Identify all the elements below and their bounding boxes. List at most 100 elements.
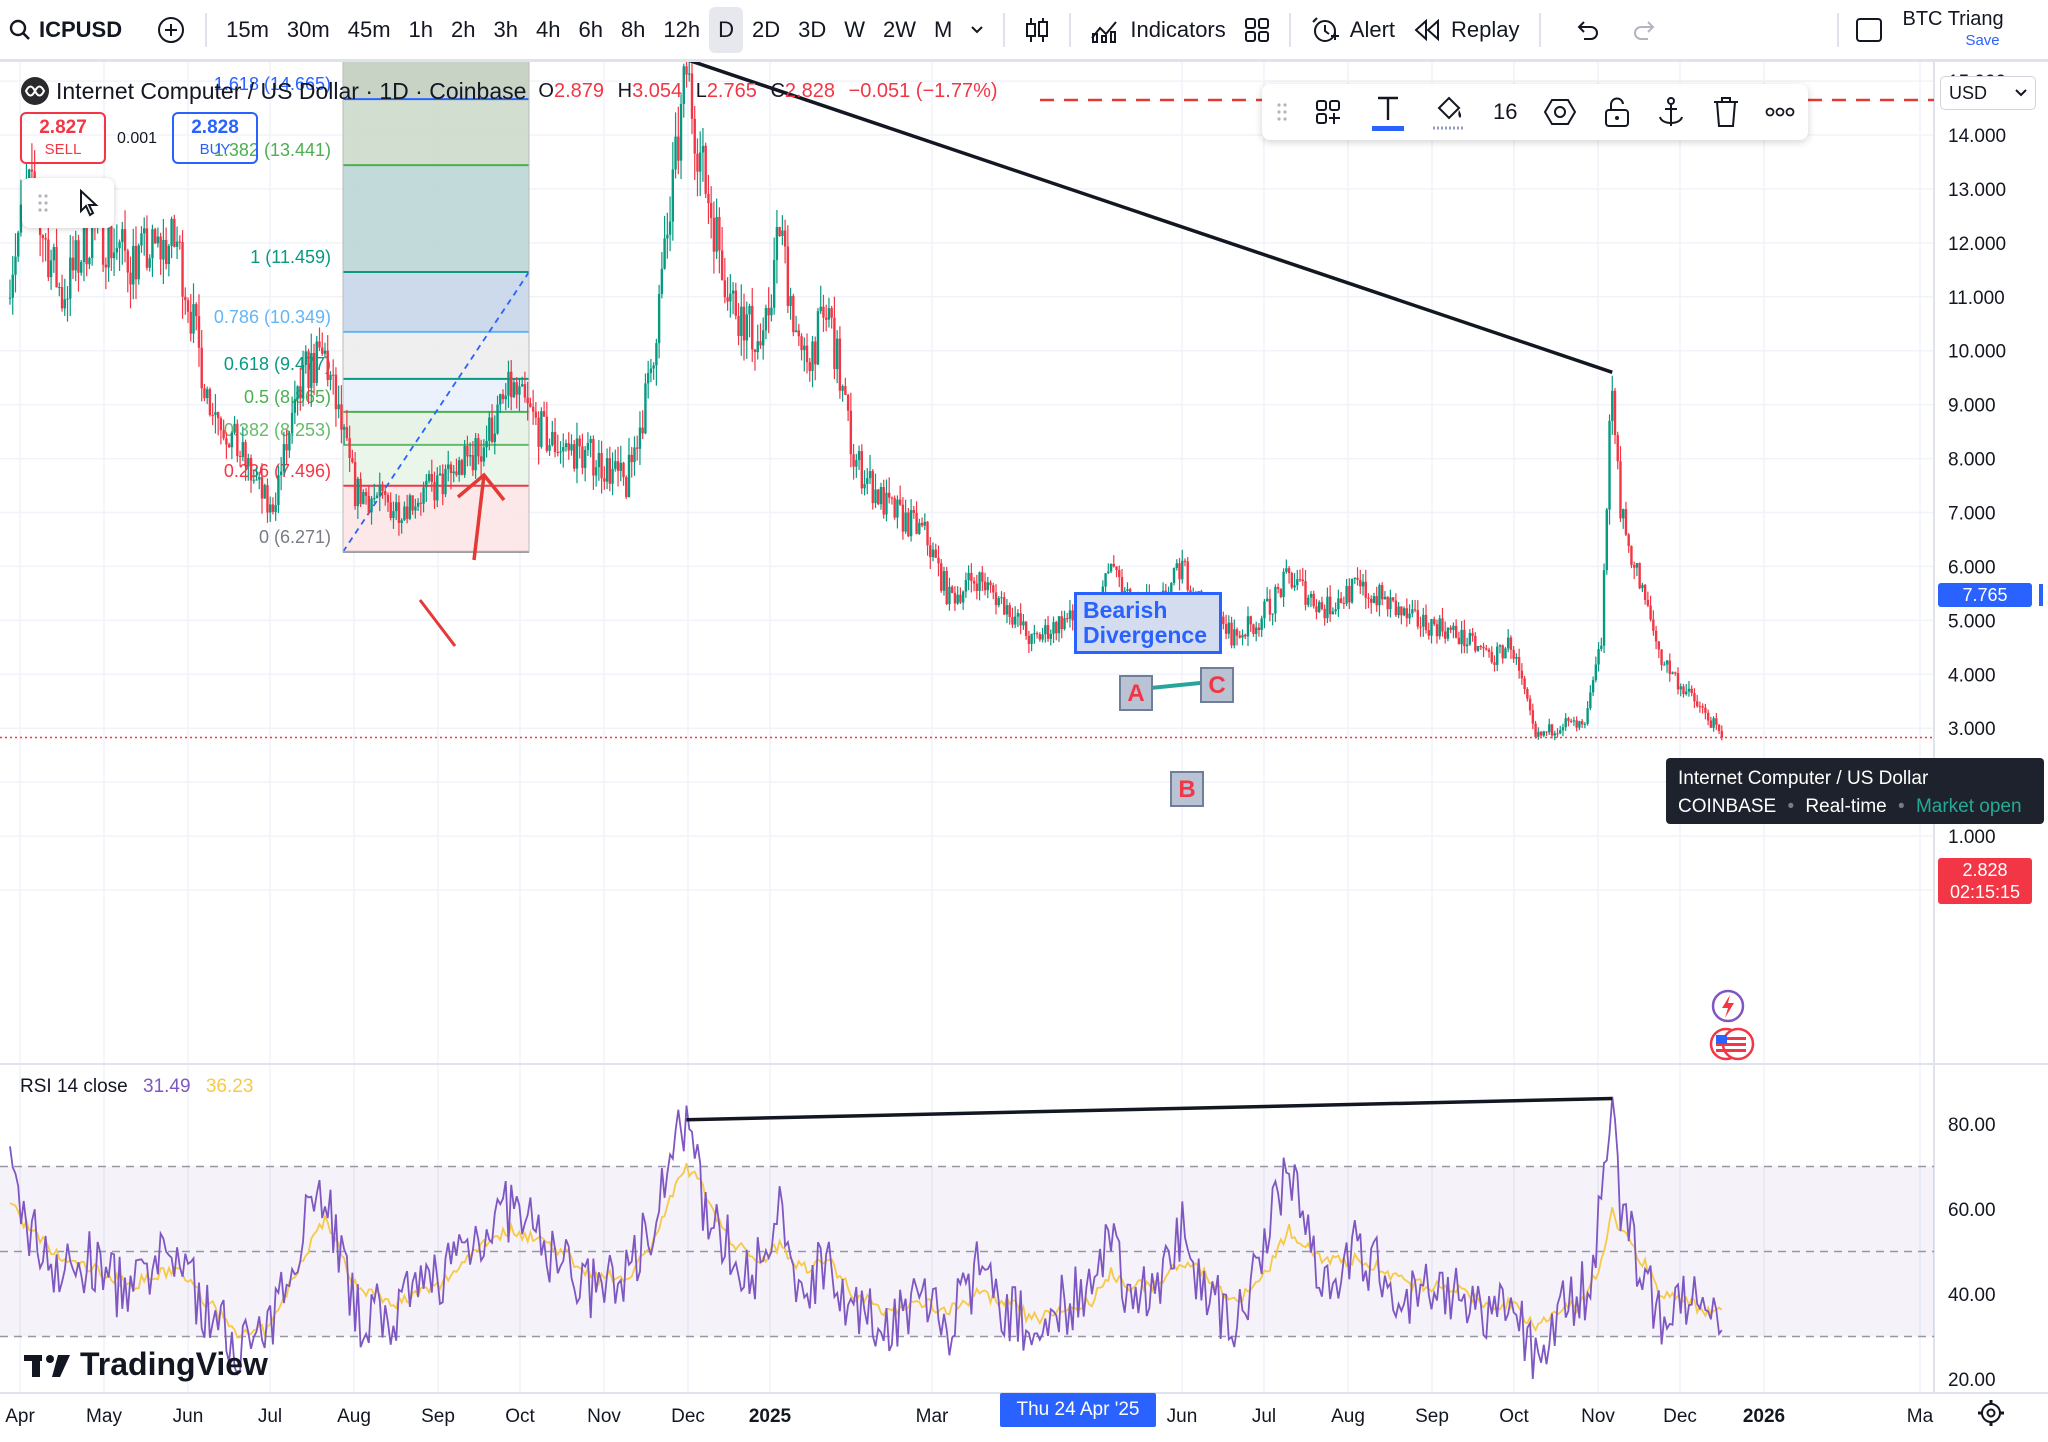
- candle-body: [77, 240, 80, 273]
- interval-2w[interactable]: 2W: [883, 16, 917, 42]
- chart-canvas[interactable]: 1.618 (14.665) 1.382 (13.441) 1 (11.459) 0.…: [0, 62, 2048, 1442]
- candle: [1515, 653, 1518, 665]
- high-value: 3.054: [632, 79, 683, 102]
- font-size-value[interactable]: 16: [1492, 99, 1518, 124]
- candle-body: [230, 432, 234, 448]
- interval-6h[interactable]: 6h: [578, 16, 603, 42]
- unlock-icon[interactable]: [1603, 96, 1631, 128]
- redo-button[interactable]: [1623, 7, 1667, 53]
- candle-body: [263, 485, 266, 499]
- candle-body: [1172, 568, 1176, 584]
- more-icon[interactable]: [1765, 107, 1795, 117]
- redo-icon: [1633, 20, 1654, 40]
- candle: [132, 228, 135, 300]
- buy-button[interactable]: 2.828 BUY: [172, 112, 258, 164]
- candle: [1063, 610, 1066, 631]
- candle-body: [589, 438, 592, 444]
- candle: [1660, 649, 1663, 671]
- candle: [597, 440, 601, 481]
- cursor-arrow-icon[interactable]: [77, 189, 101, 217]
- symbol-search[interactable]: ICPUSD: [0, 7, 131, 53]
- anchor-icon[interactable]: [1656, 95, 1686, 129]
- tooltip-name: Internet Computer / US Dollar: [1678, 768, 1929, 789]
- bearish-divergence-note[interactable]: Bearish Divergence: [1074, 592, 1222, 654]
- candle-body: [1389, 597, 1392, 610]
- candle-body: [844, 386, 847, 395]
- interval-15m[interactable]: 15m: [226, 16, 269, 42]
- interval-m[interactable]: M: [934, 16, 953, 42]
- candle-body: [931, 549, 935, 558]
- candle: [430, 459, 433, 492]
- candle: [1052, 616, 1055, 643]
- settings-hexagon-icon[interactable]: [1543, 96, 1577, 128]
- candle-body: [950, 586, 954, 593]
- templates-icon[interactable]: [1314, 98, 1344, 126]
- candle-body: [860, 451, 864, 489]
- candle-body: [1260, 618, 1263, 630]
- candle-body: [630, 454, 633, 463]
- note-b[interactable]: B: [1170, 771, 1204, 807]
- interval-d[interactable]: D: [709, 6, 744, 53]
- replay-button[interactable]: Replay: [1404, 7, 1528, 53]
- interval-45m[interactable]: 45m: [347, 16, 391, 42]
- interval-4h[interactable]: 4h: [535, 16, 561, 42]
- candle: [266, 478, 269, 523]
- note-c[interactable]: C: [1200, 667, 1234, 703]
- layout-name-block[interactable]: BTC Triang Save: [1903, 8, 2004, 52]
- candle-body: [1120, 577, 1124, 602]
- candle: [956, 586, 959, 605]
- interval-3d[interactable]: 3D: [798, 16, 827, 42]
- interval-30m[interactable]: 30m: [286, 16, 330, 42]
- candle-body: [1528, 698, 1532, 711]
- candle: [115, 224, 119, 260]
- us-flag-icon[interactable]: [1708, 1026, 1756, 1062]
- candle-body: [1066, 618, 1069, 620]
- interval-2h[interactable]: 2h: [451, 16, 476, 42]
- indicators-button[interactable]: Indicators: [1081, 7, 1234, 53]
- chart-type-button[interactable]: [1015, 7, 1059, 53]
- candle: [734, 282, 738, 320]
- candle-body: [1583, 723, 1587, 725]
- alert-button[interactable]: Alert: [1301, 7, 1404, 53]
- save-link[interactable]: Save: [1965, 31, 2000, 49]
- interval-w[interactable]: W: [844, 16, 866, 42]
- compare-button[interactable]: [147, 7, 195, 53]
- gear-icon[interactable]: [1976, 1398, 2006, 1428]
- interval-2d[interactable]: 2D: [752, 16, 781, 42]
- layout-menu-button[interactable]: [1849, 7, 1889, 53]
- interval-8h[interactable]: 8h: [620, 16, 646, 42]
- background-fill-icon[interactable]: [1431, 92, 1467, 132]
- bearish-line-1: Bearish: [1083, 597, 1168, 623]
- candle-body: [1186, 561, 1189, 591]
- candle: [512, 379, 516, 399]
- interval-3h[interactable]: 3h: [493, 16, 518, 42]
- candle: [1641, 582, 1644, 593]
- text-color-icon[interactable]: [1370, 92, 1406, 132]
- candle: [1523, 675, 1526, 695]
- layouts-button[interactable]: [1235, 7, 1279, 53]
- drag-handle-icon[interactable]: [1275, 101, 1289, 123]
- currency-select[interactable]: USD: [1940, 76, 2036, 110]
- candle-body: [310, 353, 313, 388]
- sell-button[interactable]: 2.827 SELL: [20, 112, 106, 164]
- time-tick-label: Dec: [1663, 1406, 1697, 1427]
- candle-body: [726, 297, 729, 302]
- lightning-icon[interactable]: [1710, 988, 1746, 1024]
- candle-body: [649, 368, 653, 374]
- candle: [1454, 619, 1458, 639]
- interval-12h[interactable]: 12h: [663, 16, 701, 42]
- drag-handle-icon[interactable]: [36, 192, 50, 214]
- interval-1h[interactable]: 1h: [408, 16, 433, 42]
- candle-body: [400, 520, 403, 523]
- candle-body: [293, 399, 297, 413]
- candle: [499, 393, 502, 413]
- time-tick-label: Jun: [1167, 1406, 1198, 1427]
- interval-dropdown[interactable]: [961, 7, 993, 53]
- candle-body: [1638, 563, 1641, 589]
- rsi-ma-line: [9, 1163, 1723, 1339]
- trash-icon[interactable]: [1712, 96, 1740, 128]
- candle-body: [468, 455, 472, 457]
- candle-body: [1011, 617, 1014, 625]
- undo-button[interactable]: [1565, 7, 1609, 53]
- note-a[interactable]: A: [1119, 675, 1153, 711]
